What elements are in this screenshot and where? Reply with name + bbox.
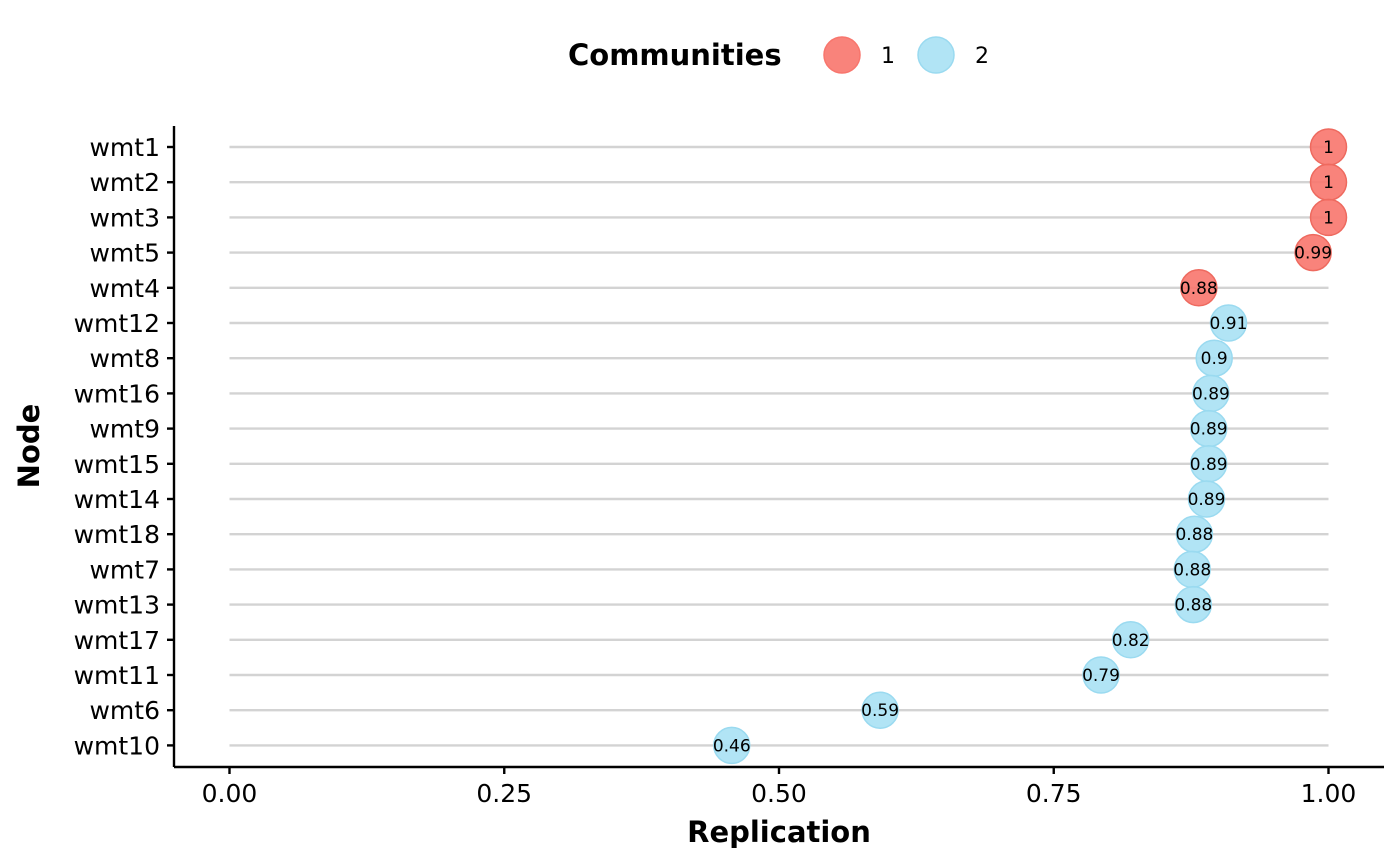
y-tick-label-wmt1: wmt1 xyxy=(89,133,160,162)
point-wmt3 xyxy=(1309,198,1348,237)
point-wmt6 xyxy=(861,691,899,729)
value-label-wmt4: 0.88 xyxy=(1180,279,1218,299)
legend-swatch-community-1 xyxy=(823,36,861,74)
x-axis-ticks: 0.00 0.25 0.50 0.75 1.00 xyxy=(202,767,1357,808)
y-tick-label-wmt2: wmt2 xyxy=(89,168,160,197)
point-wmt12 xyxy=(1209,304,1248,342)
y-axis-title: Node xyxy=(12,404,46,489)
x-tick-label-0: 0.00 xyxy=(202,779,258,808)
point-wmt13 xyxy=(1174,585,1213,624)
y-tick-label-wmt14: wmt14 xyxy=(74,485,160,514)
point-wmt10 xyxy=(712,726,751,765)
point-wmt14 xyxy=(1187,480,1226,518)
value-label-wmt13: 0.88 xyxy=(1174,596,1212,616)
y-tick-label-wmt10: wmt10 xyxy=(74,731,160,760)
y-tick-label-wmt16: wmt16 xyxy=(74,379,160,408)
stems-layer xyxy=(229,145,1329,747)
y-tick-label-wmt3: wmt3 xyxy=(89,203,160,232)
value-label-wmt18: 0.88 xyxy=(1175,525,1213,545)
value-label-wmt14: 0.89 xyxy=(1188,490,1226,510)
value-label-wmt9: 0.89 xyxy=(1190,420,1228,440)
x-tick-label-3: 0.75 xyxy=(1026,779,1082,808)
x-tick-label-2: 0.50 xyxy=(751,779,807,808)
y-tick-label-wmt7: wmt7 xyxy=(89,555,160,584)
value-label-wmt15: 0.89 xyxy=(1190,455,1228,475)
y-tick-label-wmt11: wmt11 xyxy=(74,661,160,690)
y-tick-label-wmt4: wmt4 xyxy=(89,274,160,303)
y-tick-label-wmt9: wmt9 xyxy=(89,415,160,444)
y-tick-label-wmt18: wmt18 xyxy=(74,520,160,549)
y-tick-label-wmt5: wmt5 xyxy=(89,239,160,268)
value-label-wmt1: 1 xyxy=(1323,138,1334,158)
point-wmt11 xyxy=(1082,656,1120,694)
y-tick-label-wmt13: wmt13 xyxy=(74,591,160,620)
point-wmt17 xyxy=(1111,621,1150,659)
value-label-wmt5: 0.99 xyxy=(1294,244,1332,264)
value-label-wmt10: 0.46 xyxy=(713,736,751,756)
value-label-wmt17: 0.82 xyxy=(1112,631,1150,651)
point-wmt5 xyxy=(1294,233,1332,272)
value-label-wmt8: 0.9 xyxy=(1201,349,1228,369)
y-tick-label-wmt17: wmt17 xyxy=(74,626,160,655)
legend-label-community-2: 2 xyxy=(975,44,989,69)
legend: Communities 1 2 xyxy=(568,36,989,74)
legend-title: Communities xyxy=(568,38,782,72)
value-labels-layer: 1 1 1 0.99 0.88 0.91 0.9 0.89 0.89 0.89 0.89 0.88 0.… xyxy=(713,138,1334,756)
legend-swatch-community-2 xyxy=(917,36,955,74)
y-tick-label-wmt6: wmt6 xyxy=(89,696,160,725)
value-label-wmt3: 1 xyxy=(1323,208,1334,228)
y-tick-label-wmt8: wmt8 xyxy=(89,344,160,373)
value-label-wmt16: 0.89 xyxy=(1192,384,1230,404)
value-label-wmt7: 0.88 xyxy=(1173,560,1211,580)
value-label-wmt2: 1 xyxy=(1323,173,1334,193)
y-tick-label-wmt12: wmt12 xyxy=(74,309,160,338)
x-tick-label-4: 1.00 xyxy=(1301,779,1357,808)
y-axis-ticks: wmt1 wmt2 wmt3 wmt5 wmt4 wmt12 wmt8 wmt16 wmt9 wm… xyxy=(74,133,174,760)
point-wmt4 xyxy=(1180,269,1218,307)
x-tick-label-1: 0.25 xyxy=(476,779,532,808)
legend-label-community-1: 1 xyxy=(881,44,895,69)
x-axis-title: Replication xyxy=(687,815,871,849)
points-layer xyxy=(712,128,1348,765)
value-label-wmt11: 0.79 xyxy=(1082,666,1120,686)
value-label-wmt12: 0.91 xyxy=(1210,314,1248,334)
y-tick-label-wmt15: wmt15 xyxy=(74,450,160,479)
value-label-wmt6: 0.59 xyxy=(861,701,899,721)
